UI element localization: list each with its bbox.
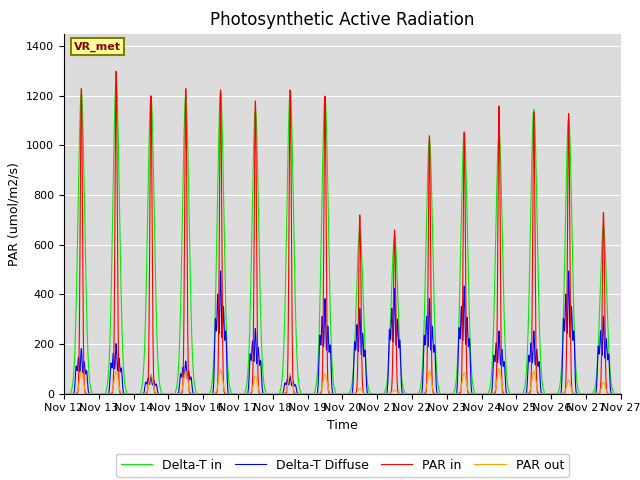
Delta-T in	[617, 391, 625, 396]
Delta-T in	[537, 362, 545, 368]
Delta-T Diffuse	[364, 388, 371, 394]
PAR in	[176, 391, 184, 396]
Legend: Delta-T in, Delta-T Diffuse, PAR in, PAR out: Delta-T in, Delta-T Diffuse, PAR in, PAR…	[116, 454, 569, 477]
Line: PAR out: PAR out	[64, 369, 621, 394]
Delta-T in	[364, 377, 371, 383]
PAR in	[495, 107, 503, 112]
Y-axis label: PAR (umol/m2/s): PAR (umol/m2/s)	[8, 162, 20, 265]
PAR in	[393, 373, 401, 379]
Delta-T in	[112, 78, 120, 84]
Delta-T in	[495, 129, 503, 135]
PAR in	[617, 391, 625, 396]
Delta-T in	[176, 341, 184, 347]
Delta-T Diffuse	[175, 383, 183, 388]
Line: Delta-T in: Delta-T in	[64, 81, 621, 394]
PAR in	[523, 391, 531, 396]
PAR out	[393, 389, 401, 395]
PAR out	[363, 391, 371, 396]
PAR in	[112, 69, 120, 74]
PAR out	[495, 366, 503, 372]
PAR in	[364, 391, 371, 396]
PAR out	[495, 366, 503, 372]
PAR out	[523, 391, 531, 396]
Delta-T in	[393, 269, 401, 275]
PAR in	[60, 391, 68, 396]
Text: VR_met: VR_met	[74, 42, 121, 52]
Line: Delta-T Diffuse: Delta-T Diffuse	[64, 271, 621, 394]
PAR out	[617, 391, 625, 396]
Delta-T Diffuse	[393, 323, 401, 329]
PAR out	[60, 391, 68, 396]
Delta-T in	[60, 391, 68, 396]
Delta-T Diffuse	[617, 391, 625, 396]
Delta-T Diffuse	[495, 329, 503, 335]
PAR in	[537, 391, 545, 396]
PAR out	[175, 391, 183, 396]
Delta-T Diffuse	[217, 268, 225, 274]
Delta-T in	[523, 366, 531, 372]
Delta-T Diffuse	[537, 388, 545, 394]
Title: Photosynthetic Active Radiation: Photosynthetic Active Radiation	[210, 11, 475, 29]
PAR out	[537, 391, 545, 396]
Delta-T Diffuse	[60, 391, 68, 396]
X-axis label: Time: Time	[327, 419, 358, 432]
Delta-T Diffuse	[523, 389, 531, 395]
Line: PAR in: PAR in	[64, 72, 621, 394]
